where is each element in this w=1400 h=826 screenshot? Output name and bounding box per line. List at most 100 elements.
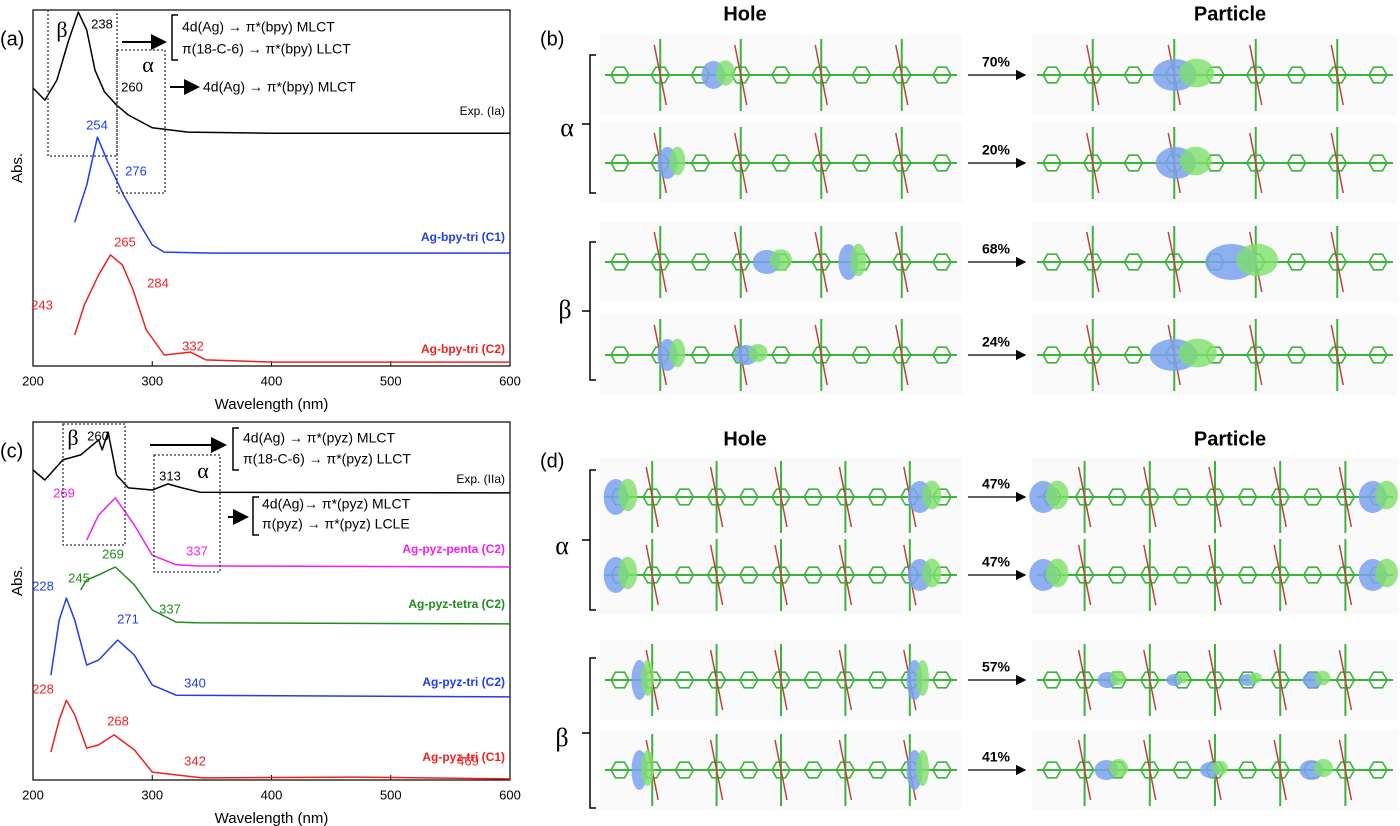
ring: [867, 566, 888, 584]
x-axis-label: Wavelength (nm): [215, 396, 329, 413]
x-tick-label: 500: [380, 787, 402, 802]
x-tick-label: 600: [499, 373, 521, 388]
ring: [1286, 253, 1307, 271]
molecule-image: [600, 457, 962, 537]
crown-stick: [1077, 739, 1092, 801]
transition-label: π(18-C-6) → π*(pyz) LLCT: [243, 451, 411, 467]
ring: [706, 671, 727, 689]
percent-label: 47%: [982, 554, 1011, 570]
ring: [1245, 346, 1266, 364]
orbital-lobe: [669, 146, 686, 176]
peak-label: 260: [121, 79, 143, 94]
percent-label: 68%: [982, 241, 1011, 257]
region-box: [153, 454, 221, 573]
ring: [932, 154, 952, 172]
molecule-image: [1029, 535, 1398, 615]
ring: [867, 488, 888, 506]
ring: [730, 154, 751, 172]
crown-stick: [1077, 544, 1092, 606]
ring: [771, 671, 791, 689]
ring: [932, 346, 952, 364]
orbital-lobe: [1046, 480, 1069, 510]
molecule-image: [1032, 123, 1398, 203]
crown-stick: [774, 466, 788, 528]
panel-label: (c): [0, 440, 23, 462]
ring: [1270, 566, 1291, 584]
ring: [738, 566, 759, 584]
bracket: [252, 496, 259, 536]
ring: [1205, 671, 1225, 689]
molecule-image: [600, 222, 962, 302]
crown-stick: [1273, 649, 1287, 711]
crown-stick: [814, 44, 828, 106]
ring: [610, 671, 630, 689]
molecule-image: [1032, 315, 1398, 395]
region-symbol: α: [142, 52, 154, 77]
orbital-lobe: [1176, 672, 1189, 684]
ring: [1335, 761, 1356, 779]
orbital-lobe: [922, 480, 942, 510]
series-label: Ag-bpy-tri (C2): [421, 342, 505, 356]
transition-label: π(pyz) → π*(pyz) LCLE: [262, 516, 410, 532]
region-symbol: β: [56, 17, 67, 42]
ring: [932, 671, 952, 689]
orbital-lobe: [618, 556, 638, 590]
crown-stick: [1338, 649, 1353, 711]
series-label: Ag-pyz-penta (C2): [402, 542, 505, 556]
crown-stick: [709, 649, 724, 711]
ring: [771, 488, 791, 506]
ring: [1042, 346, 1062, 364]
x-tick-label: 300: [141, 373, 163, 388]
x-tick-label: 600: [499, 787, 521, 802]
ring: [803, 566, 824, 584]
ring: [851, 154, 872, 172]
bracket: [589, 241, 596, 381]
orbital-lobe: [922, 558, 942, 588]
crown-stick: [1338, 544, 1353, 606]
orbital-lobe: [1179, 146, 1212, 176]
ring: [1042, 154, 1062, 172]
percent-label: 57%: [982, 659, 1011, 675]
molecule-image: [1029, 457, 1398, 537]
molecule-image: [600, 640, 962, 720]
orbital-lobe: [748, 344, 768, 362]
ring: [1139, 488, 1160, 506]
bracket: [589, 657, 596, 809]
ring: [1302, 566, 1323, 584]
crown-stick: [1143, 544, 1157, 606]
ring: [706, 761, 727, 779]
orbital-lobe: [850, 243, 867, 277]
ring: [1286, 154, 1307, 172]
ring: [1245, 66, 1266, 84]
x-tick-label: 200: [22, 373, 44, 388]
series-label: Ag-pyz-tri (C1): [422, 750, 505, 764]
ring: [1237, 761, 1258, 779]
molecule-image: [600, 730, 962, 810]
ring: [1123, 346, 1144, 364]
spectrum-line: [50, 597, 511, 698]
ring: [771, 761, 791, 779]
crown-stick: [1077, 649, 1092, 711]
ring: [811, 66, 832, 84]
ring: [1172, 488, 1193, 506]
y-axis-label: Abs.: [9, 566, 26, 596]
peak-label: 284: [147, 275, 169, 290]
orbital-lobe: [669, 338, 686, 368]
ring: [932, 253, 952, 271]
crown-stick: [1167, 231, 1181, 293]
ring: [1237, 566, 1258, 584]
molecule-image: [1032, 222, 1398, 302]
peak-label: 276: [125, 163, 147, 178]
orbital-lobe: [641, 750, 654, 786]
panel-label: (a): [0, 28, 24, 50]
crown-stick: [1273, 544, 1287, 606]
crown-stick: [1086, 231, 1100, 293]
column-title: Hole: [723, 3, 766, 25]
ring: [1042, 761, 1062, 779]
bracket: [171, 14, 178, 61]
ring: [1074, 671, 1095, 689]
crown-stick: [838, 466, 853, 528]
orbital-lobe: [1108, 759, 1129, 777]
column-title: Particle: [1194, 428, 1266, 450]
ring: [811, 253, 832, 271]
